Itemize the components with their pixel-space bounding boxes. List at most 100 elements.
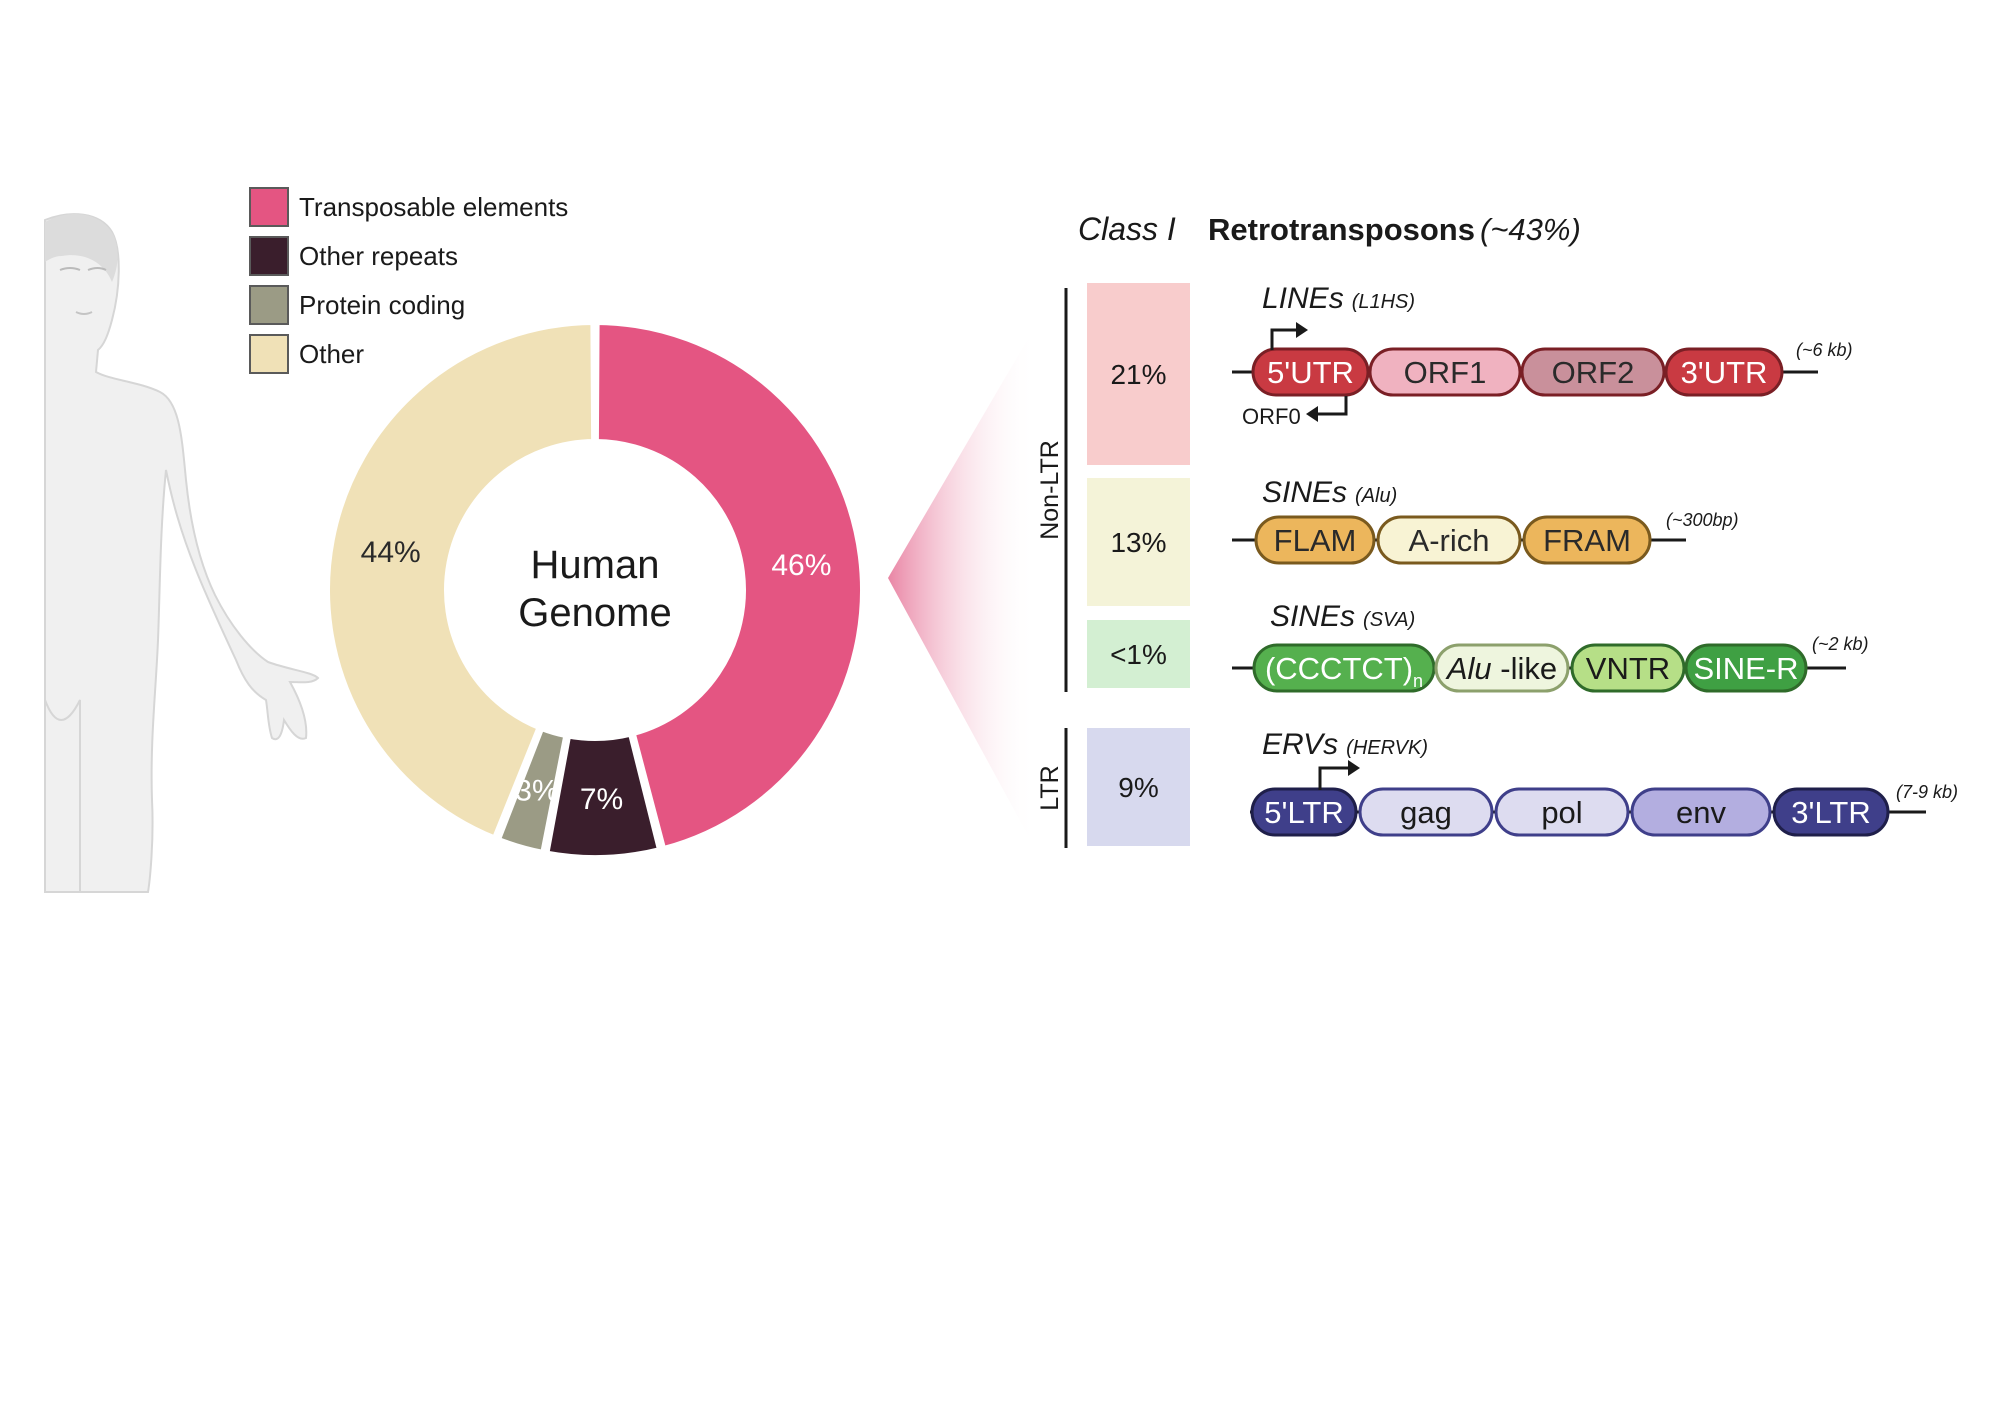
element-name-text: SINEs bbox=[1262, 476, 1347, 509]
segment-label-subscript: n bbox=[1413, 671, 1423, 691]
legend-swatch-other bbox=[249, 334, 289, 374]
legend: Transposable elements Other repeats Protei… bbox=[249, 187, 568, 374]
element-name-text: ERVs bbox=[1262, 728, 1338, 761]
segment-label-sine-r: SINE-R bbox=[1693, 651, 1798, 686]
element-name-text: LINEs bbox=[1262, 282, 1344, 315]
segment-label-orf2: ORF2 bbox=[1552, 355, 1635, 390]
percent-box-2 bbox=[1087, 478, 1190, 606]
legend-swatch-other-repeats bbox=[249, 236, 289, 276]
legend-label-other: Other bbox=[299, 339, 364, 369]
segment-label-text: 5'LTR bbox=[1264, 795, 1343, 830]
element-size-label: (~6 kb) bbox=[1796, 340, 1853, 360]
segment-label-text: env bbox=[1676, 795, 1726, 830]
segment-label-gag: gag bbox=[1400, 795, 1452, 830]
percent-box-1 bbox=[1087, 283, 1190, 465]
element-sines-sva: SINEs (SVA) (~2 kb) (CCCTCT)n Alu -like VNTR S… bbox=[1232, 600, 1869, 693]
element-size-label: (~300bp) bbox=[1666, 510, 1739, 530]
element-subname: (SVA) bbox=[1363, 609, 1415, 631]
element-ervs-hervk: ERVs (HERVK) (7-9 kb) 5'LTR gag pol env 3'LTR bbox=[1250, 728, 1958, 837]
percent-box-label-4: 9% bbox=[1118, 772, 1158, 803]
segment-env bbox=[1630, 787, 1772, 837]
class-label: Class I bbox=[1078, 211, 1176, 247]
segment-label-text: (CCCTCT) bbox=[1265, 651, 1413, 686]
segment-label-text: FLAM bbox=[1274, 523, 1357, 558]
segment-flam bbox=[1254, 515, 1376, 565]
non-ltr-label: Non-LTR bbox=[1036, 440, 1064, 540]
body-contour bbox=[44, 699, 81, 892]
element-subname: (L1HS) bbox=[1352, 291, 1415, 313]
hair-shape bbox=[45, 213, 118, 282]
segment-label-env: env bbox=[1676, 795, 1726, 830]
segment-label-a-rich: A-rich bbox=[1409, 523, 1490, 558]
segment-label-5-ltr: 5'LTR bbox=[1264, 795, 1343, 830]
donut-center-title-line2: Genome bbox=[518, 591, 671, 635]
percent-box-label-3: <1% bbox=[1110, 639, 1167, 670]
element-lines-l1hs: LINEs (L1HS) (~6 kb) 5'UTR ORF1 ORF2 3'UTR ORF0 bbox=[1232, 282, 1853, 429]
segment-label-text: pol bbox=[1541, 795, 1582, 830]
orf0-arrowhead bbox=[1306, 406, 1318, 422]
segment-alu bbox=[1434, 643, 1570, 693]
segment-label-text: 5'UTR bbox=[1267, 355, 1354, 390]
segment-ccctct bbox=[1252, 643, 1436, 693]
segment-label-text: 3'UTR bbox=[1681, 355, 1768, 390]
segment-label-text: VNTR bbox=[1586, 651, 1670, 686]
element-size-label: (~2 kb) bbox=[1812, 634, 1869, 654]
segment-label-pol: pol bbox=[1541, 795, 1582, 830]
promoter-arrowhead bbox=[1348, 760, 1360, 776]
percent-box-label-1: 21% bbox=[1110, 359, 1166, 390]
donut-slice-2 bbox=[542, 729, 664, 861]
percent-box-4 bbox=[1087, 728, 1190, 846]
legend-label-other-repeats: Other repeats bbox=[299, 241, 458, 271]
legend-swatch-transposable-elements bbox=[249, 187, 289, 227]
segment-gag bbox=[1358, 787, 1494, 837]
legend-label-protein-coding: Protein coding bbox=[299, 290, 465, 320]
donut-slice-label-4: 44% bbox=[361, 536, 421, 569]
element-subname: (HERVK) bbox=[1346, 737, 1428, 759]
segment-label-text: ORF1 bbox=[1404, 355, 1487, 390]
promoter-arrowhead bbox=[1296, 322, 1308, 338]
segment-pol bbox=[1494, 787, 1630, 837]
percent-box-3 bbox=[1087, 620, 1190, 688]
orf0-arrow bbox=[1318, 396, 1348, 416]
donut-slice-label-2: 7% bbox=[580, 783, 623, 816]
segment-label-text: FRAM bbox=[1543, 523, 1631, 558]
segment-label-text: 3'LTR bbox=[1791, 795, 1870, 830]
segment-5-ltr bbox=[1250, 787, 1358, 837]
segment-label-ccctct: (CCCTCT)n bbox=[1265, 651, 1423, 691]
genome-donut-chart: 46% 7% 3% 44% bbox=[324, 318, 866, 861]
ltr-label: LTR bbox=[1036, 765, 1064, 810]
segment-3-utr bbox=[1664, 347, 1784, 397]
segment-label-orf1: ORF1 bbox=[1404, 355, 1487, 390]
percent-boxes: 21% 13% <1% 9% bbox=[1087, 283, 1190, 846]
element-name: SINEs (SVA) bbox=[1270, 600, 1415, 633]
segment-label-flam: FLAM bbox=[1274, 523, 1357, 558]
element-name-text: SINEs bbox=[1270, 600, 1355, 633]
donut-slice-label-1: 46% bbox=[771, 549, 831, 582]
element-sines-alu: SINEs (Alu) (~300bp) FLAM A-rich FRAM bbox=[1232, 476, 1739, 565]
segment-3-ltr bbox=[1772, 787, 1890, 837]
donut-slice-label-3: 3% bbox=[515, 775, 558, 808]
percent-box-label-2: 13% bbox=[1110, 527, 1166, 558]
segment-orf2 bbox=[1520, 347, 1666, 397]
segment-label-vntr: VNTR bbox=[1586, 651, 1670, 686]
legend-swatch-protein-coding bbox=[249, 285, 289, 325]
segment-label-text: Alu bbox=[1445, 651, 1492, 686]
donut-slice-4 bbox=[324, 318, 598, 843]
retrotransposons-title: Retrotransposons bbox=[1208, 212, 1475, 247]
element-structures: LINEs (L1HS) (~6 kb) 5'UTR ORF1 ORF2 3'UTR ORF0… bbox=[1232, 282, 1958, 837]
segment-label-suffix: -like bbox=[1492, 651, 1557, 686]
orf0-label: ORF0 bbox=[1242, 404, 1301, 429]
promoter-arrow bbox=[1270, 328, 1298, 350]
segment-label-fram: FRAM bbox=[1543, 523, 1631, 558]
zoom-wedge bbox=[888, 325, 1036, 850]
segment-orf1 bbox=[1368, 347, 1522, 397]
segment-5-utr bbox=[1251, 347, 1370, 397]
element-name: ERVs (HERVK) bbox=[1262, 728, 1428, 761]
donut-slice-1 bbox=[592, 318, 866, 853]
eyes-shape bbox=[59, 267, 107, 271]
body-silhouette bbox=[44, 213, 320, 893]
segment-label-text: SINE-R bbox=[1693, 651, 1798, 686]
legend-label-transposable-elements: Transposable elements bbox=[299, 192, 568, 222]
